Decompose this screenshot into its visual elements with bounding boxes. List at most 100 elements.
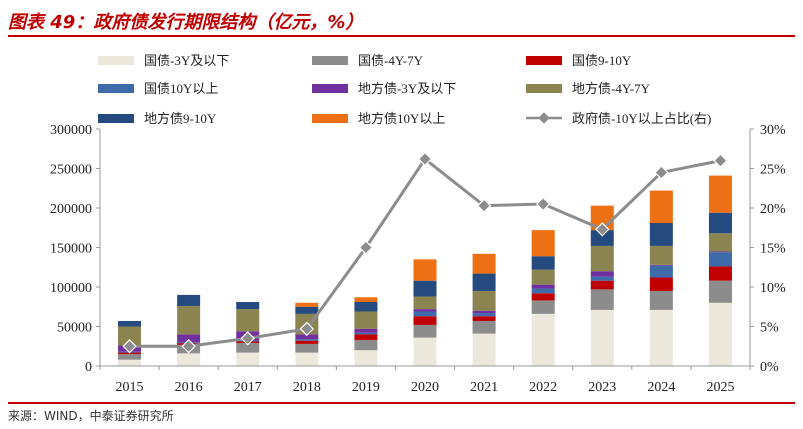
legend-marker <box>538 112 550 124</box>
y-left-tick-label: 300000 <box>50 123 92 138</box>
footer-rule <box>8 402 795 404</box>
bar-segment <box>354 350 378 366</box>
bar-segment <box>708 175 732 213</box>
bar-segment <box>649 264 673 266</box>
bar-segment <box>472 333 496 366</box>
bar-segment <box>413 309 437 312</box>
legend-label: 政府债-10Y以上占比(右) <box>572 111 711 126</box>
ratio-point <box>595 222 610 237</box>
bar-segment <box>354 328 378 333</box>
bar-segment <box>413 324 437 338</box>
y-right-tick-label: 25% <box>760 163 786 178</box>
legend-swatch <box>98 114 134 123</box>
bar-segment <box>531 256 555 270</box>
x-tick-label: 2015 <box>116 380 144 395</box>
x-tick-label: 2018 <box>293 380 321 395</box>
bar-segment <box>531 293 555 301</box>
bar-segment <box>295 339 319 341</box>
bar-segment <box>118 354 142 360</box>
bar-segment <box>531 288 555 294</box>
bar-segment <box>531 269 555 285</box>
bar-segment <box>590 280 614 290</box>
y-left-tick-label: 100000 <box>50 281 92 296</box>
ratio-point <box>713 153 728 168</box>
y-left-tick-label: 200000 <box>50 202 92 217</box>
bar-segment <box>590 276 614 281</box>
bar-segment <box>708 233 732 252</box>
bar-segment <box>590 289 614 310</box>
legend-label: 地方债10Y以上 <box>358 111 445 126</box>
y-left-tick-label: 150000 <box>50 242 92 257</box>
legend-label: 国债9-10Y <box>572 53 632 68</box>
y-left-tick-label: 50000 <box>57 321 92 336</box>
bar-segment <box>708 251 732 253</box>
legend-label: 地方债-4Y-7Y <box>572 81 651 96</box>
ratio-point <box>358 240 374 255</box>
bar-segment <box>649 309 673 366</box>
y-right-tick-label: 30% <box>760 123 786 138</box>
bar-segment <box>354 332 378 335</box>
bar-segment <box>295 340 319 344</box>
legend-swatch <box>312 84 348 93</box>
bar-segment <box>472 273 496 291</box>
y-right-tick-label: 5% <box>760 321 779 336</box>
bar-segment <box>649 290 673 310</box>
legend-label: 地方债9-10Y <box>144 111 217 126</box>
x-tick-label: 2017 <box>234 380 262 395</box>
y-right-tick-label: 20% <box>760 202 786 217</box>
bar-segment <box>590 245 614 272</box>
ratio-point <box>417 151 433 167</box>
ratio-point <box>654 165 669 180</box>
bar-segment <box>649 265 673 278</box>
bar-segment <box>531 313 555 366</box>
x-tick-label: 2023 <box>588 380 616 395</box>
ratio-point <box>476 198 492 213</box>
bar-segment <box>649 277 673 291</box>
bar-segment <box>295 352 319 366</box>
bar-segment <box>236 309 260 332</box>
legend-swatch <box>312 114 348 123</box>
bar-segment <box>649 245 673 265</box>
ratio-point <box>181 339 196 354</box>
bar-segment <box>295 343 319 353</box>
bar-segment <box>354 297 378 303</box>
chart-area: 国债-3Y及以下 国债-4Y-7Y 国债9-10Y国债10Y以上 地方债-3Y及以下地… <box>50 53 786 395</box>
bar-segment <box>708 280 732 303</box>
x-tick-label: 2022 <box>529 380 557 395</box>
legend-swatch <box>312 56 348 65</box>
legend-label: 国债-4Y-7Y <box>358 53 424 68</box>
legend-swatch <box>526 56 562 65</box>
bar-segment <box>177 334 201 343</box>
bar-segment <box>649 190 673 224</box>
x-tick-label: 2020 <box>411 380 439 395</box>
ratio-point <box>240 331 255 346</box>
bar-segment <box>590 271 614 277</box>
bar-segment <box>118 320 142 327</box>
bar-segment <box>413 296 437 310</box>
legend-swatch <box>98 84 134 93</box>
bar-segment <box>354 311 378 329</box>
bar-segment <box>472 320 496 334</box>
bar-segment <box>531 284 555 289</box>
bar-segment <box>413 311 437 317</box>
bar-segment <box>177 294 201 306</box>
x-tick-label: 2025 <box>706 380 734 395</box>
bar-segment <box>354 334 378 340</box>
bar-segment <box>295 302 319 307</box>
bar-segment <box>413 337 437 366</box>
bar-segment <box>472 310 496 314</box>
bar-segment <box>590 309 614 366</box>
x-tick-label: 2019 <box>352 380 380 395</box>
bar-segment <box>295 306 319 314</box>
legend-swatch <box>526 84 562 93</box>
y-right-tick-label: 0% <box>760 360 779 375</box>
bar-segment <box>531 300 555 314</box>
y-left-tick-label: 0 <box>85 360 92 375</box>
ratio-point <box>535 196 551 212</box>
bar-segment <box>708 302 732 366</box>
bar-segment <box>708 266 732 281</box>
bar-segment <box>177 353 201 366</box>
ratio-point <box>299 321 315 337</box>
bar-segment <box>118 359 142 366</box>
bar-segment <box>649 223 673 246</box>
